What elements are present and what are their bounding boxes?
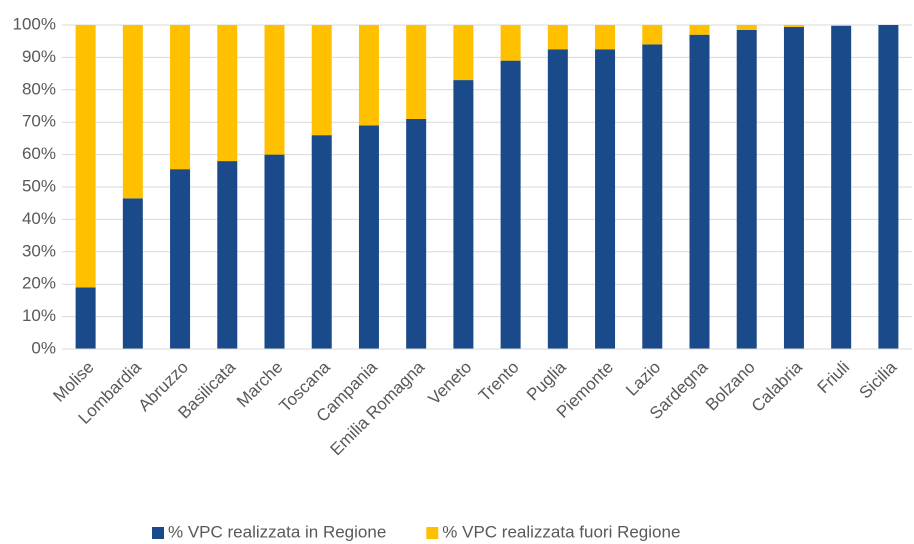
legend-swatch [426, 527, 439, 539]
bar-segment [500, 25, 521, 61]
bar-segment [311, 25, 332, 136]
bar-segment [311, 135, 332, 349]
y-tick-label: 100% [13, 14, 56, 33]
y-tick-label: 70% [22, 112, 56, 131]
bar-segment [689, 25, 710, 35]
bar-segment [783, 26, 804, 349]
bar-segment [642, 44, 663, 349]
bar-segment [75, 287, 96, 349]
bar-segment [642, 25, 663, 45]
bar-segment [595, 49, 616, 350]
y-tick-label: 50% [22, 176, 56, 195]
x-tick-label: Lazio [622, 358, 664, 400]
bar-segment [453, 80, 474, 349]
bar-segment [406, 118, 427, 350]
y-tick-label: 80% [22, 79, 56, 98]
bar-segment [264, 154, 285, 349]
bar-segment [831, 25, 852, 26]
legend-label: % VPC realizzata fuori Regione [442, 522, 680, 541]
x-tick-label: Sicilia [856, 357, 901, 402]
bar-segment [122, 25, 143, 199]
bar-segment [783, 25, 804, 27]
y-tick-label: 90% [22, 47, 56, 66]
x-tick-label: Friuli [814, 358, 853, 397]
bar-segment [878, 25, 899, 349]
bar-segment [217, 25, 238, 162]
bar-segment [500, 60, 521, 349]
y-tick-label: 60% [22, 144, 56, 163]
legend-label: % VPC realizzata in Regione [168, 522, 386, 541]
y-tick-label: 30% [22, 241, 56, 260]
bar-segment [75, 25, 96, 288]
bar-segment [831, 25, 852, 350]
bar-segment [547, 25, 568, 50]
bar-segment [122, 198, 143, 349]
legend-swatch [152, 527, 164, 539]
y-tick-label: 20% [22, 274, 56, 293]
bar-segment [595, 25, 616, 50]
bar-segment [736, 25, 757, 30]
y-tick-label: 10% [22, 306, 56, 325]
bar-segment [689, 34, 710, 349]
x-tick-label: Veneto [425, 358, 476, 409]
bar-segment [217, 161, 238, 349]
bar-segment [547, 49, 568, 350]
bar-segment [358, 125, 379, 349]
bar-segment [170, 25, 191, 170]
bar-segment [264, 25, 285, 155]
x-tick-label: Trento [475, 358, 523, 406]
bar-segment [170, 169, 191, 349]
bar-segment [453, 25, 474, 81]
bar-segment [736, 29, 757, 350]
y-tick-label: 0% [31, 338, 56, 357]
y-tick-label: 40% [22, 209, 56, 228]
bar-segment [358, 25, 379, 126]
bar-segment [406, 25, 427, 119]
x-tick-label: Calabria [748, 357, 807, 416]
